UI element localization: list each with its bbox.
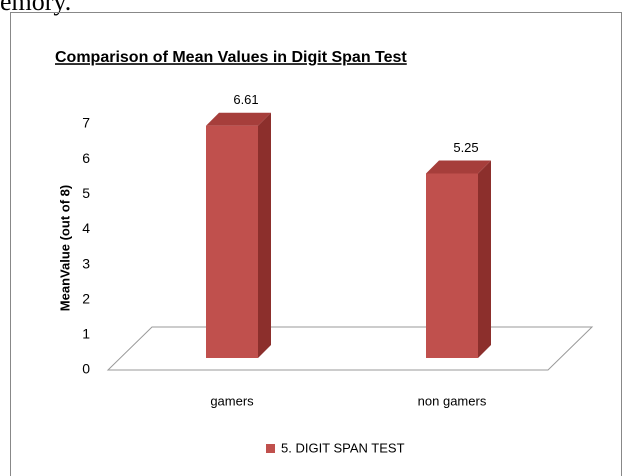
- floor: [106, 326, 594, 371]
- chart-frame: [10, 12, 622, 476]
- y-tick-label: 7: [82, 115, 90, 131]
- bar-side: [478, 160, 491, 358]
- data-label: 6.61: [233, 92, 258, 107]
- chart-title: Comparison of Mean Values in Digit Span …: [55, 49, 407, 66]
- y-axis-label: MeanValue (out of 8): [57, 185, 72, 311]
- bar-top: [206, 112, 271, 126]
- data-label: 5.25: [453, 140, 478, 155]
- y-tick-label: 2: [82, 290, 90, 306]
- bar-top: [426, 160, 491, 174]
- page-text: emory.: [0, 0, 71, 16]
- x-tick-label: gamers: [210, 393, 254, 408]
- x-tick-label: non gamers: [418, 393, 487, 408]
- bar: [206, 125, 258, 358]
- y-tick-label: 6: [82, 150, 90, 166]
- y-tick-label: 1: [82, 326, 90, 342]
- bar-side: [258, 112, 271, 358]
- legend-label: 5. DIGIT SPAN TEST: [281, 440, 405, 455]
- y-tick-label: 5: [82, 185, 90, 201]
- legend-swatch: [266, 444, 275, 453]
- y-tick-label: 3: [82, 255, 90, 271]
- bar: [426, 173, 478, 358]
- y-tick-label: 4: [82, 220, 90, 236]
- y-tick-label: 0: [82, 361, 90, 377]
